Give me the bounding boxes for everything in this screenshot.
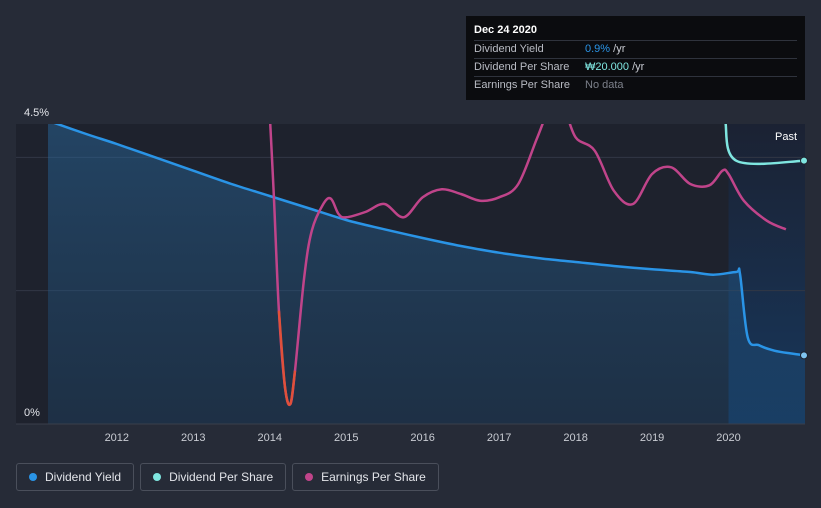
- legend-dot-icon: [29, 473, 37, 481]
- tooltip-row-dividend-per-share: Dividend Per Share ₩20.000 /yr: [474, 58, 797, 76]
- legend-item-earnings-per-share[interactable]: Earnings Per Share: [292, 463, 439, 491]
- x-tick-label-2016: 2016: [410, 432, 434, 444]
- tooltip-date: Dec 24 2020: [474, 24, 537, 36]
- tooltip-dividend-yield-value: 0.9%: [585, 43, 611, 55]
- tooltip-unit: /yr: [629, 61, 645, 73]
- legend-dot-icon: [153, 473, 162, 481]
- tooltip-row-earnings-per-share: Earnings Per Share No data: [474, 76, 797, 94]
- tooltip-row-label: Dividend Per Share: [474, 61, 570, 73]
- dividend-per-share-line: [724, 124, 805, 166]
- x-tick-label-2015: 2015: [334, 432, 358, 444]
- x-tick-label-2019: 2019: [640, 432, 664, 444]
- x-axis-ticks: 2012 2013 2014 2015 2016 2017 2018 2019 2020: [105, 432, 741, 444]
- tooltip-row-label: Earnings Per Share: [474, 79, 570, 91]
- dividend-per-share-endpoint: [800, 156, 808, 165]
- x-tick-label-2014: 2014: [258, 432, 282, 444]
- y-axis-top-label: 4.5%: [24, 107, 49, 119]
- legend-item-dividend-per-share[interactable]: Dividend Per Share: [140, 463, 287, 491]
- tooltip-unit: /yr: [610, 43, 626, 55]
- legend-label: Earnings Per Share: [321, 470, 426, 484]
- tooltip: Dec 24 2020 Dividend Yield 0.9% /yr Divi…: [466, 16, 805, 100]
- x-tick-label-2013: 2013: [181, 432, 205, 444]
- past-label: Past: [775, 131, 797, 143]
- tooltip-row-dividend-yield: Dividend Yield 0.9% /yr: [474, 40, 797, 58]
- x-tick-label-2018: 2018: [563, 432, 587, 444]
- legend-dot-icon: [305, 473, 314, 481]
- tooltip-row-label: Dividend Yield: [474, 43, 544, 55]
- y-axis-bottom-label: 0%: [24, 407, 40, 419]
- x-tick-label-2020: 2020: [716, 432, 740, 444]
- legend-item-dividend-yield[interactable]: Dividend Yield: [16, 463, 135, 491]
- earnings-per-share-line: [269, 124, 787, 407]
- legend: Dividend Yield Dividend Per Share Earnin…: [16, 463, 439, 491]
- legend-label: Dividend Yield: [45, 470, 122, 484]
- dividend-yield-endpoint: [800, 351, 808, 360]
- x-tick-label-2017: 2017: [487, 432, 511, 444]
- legend-label: Dividend Per Share: [169, 470, 274, 484]
- series-layer: [48, 124, 805, 424]
- x-tick-label-2012: 2012: [105, 432, 129, 444]
- tooltip-earnings-per-share-value: No data: [585, 79, 624, 91]
- dividend-yield-area: [48, 124, 805, 424]
- dividend-yield-line: [53, 124, 805, 357]
- earnings-per-share-negative-segment: [277, 310, 297, 407]
- tooltip-dividend-per-share-value: ₩20.000: [585, 61, 630, 73]
